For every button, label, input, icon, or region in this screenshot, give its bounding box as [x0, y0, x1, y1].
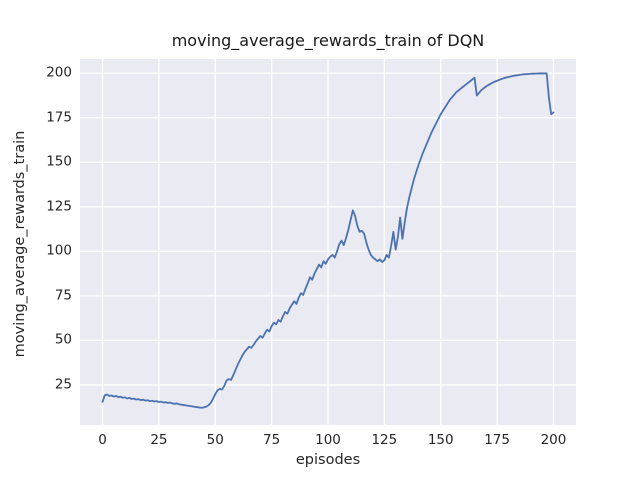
chart-title: moving_average_rewards_train of DQN: [171, 31, 485, 50]
x-tick-label: 50: [206, 432, 224, 448]
x-tick-label: 0: [98, 432, 107, 448]
x-tick-label: 25: [150, 432, 168, 448]
x-tick-label: 200: [540, 432, 567, 448]
x-tick-label: 125: [371, 432, 398, 448]
y-tick-label: 200: [46, 64, 72, 81]
y-axis-label: moving_average_rewards_train: [12, 130, 28, 358]
y-tick-label: 75: [54, 287, 72, 304]
x-tick-label: 100: [315, 432, 341, 448]
y-tick-label: 100: [46, 242, 72, 259]
reward-line: [101, 72, 555, 409]
y-tick-label: 125: [46, 198, 72, 215]
y-tick-label: 50: [54, 331, 72, 348]
x-axis-label: episodes: [295, 452, 361, 468]
y-tick-label: 175: [46, 109, 72, 126]
x-tick-label: 150: [427, 432, 454, 448]
y-tick-label: 25: [54, 376, 72, 393]
x-tick-label: 175: [484, 432, 510, 448]
x-tick-label: 75: [263, 432, 281, 448]
y-tick-label: 150: [46, 153, 72, 170]
